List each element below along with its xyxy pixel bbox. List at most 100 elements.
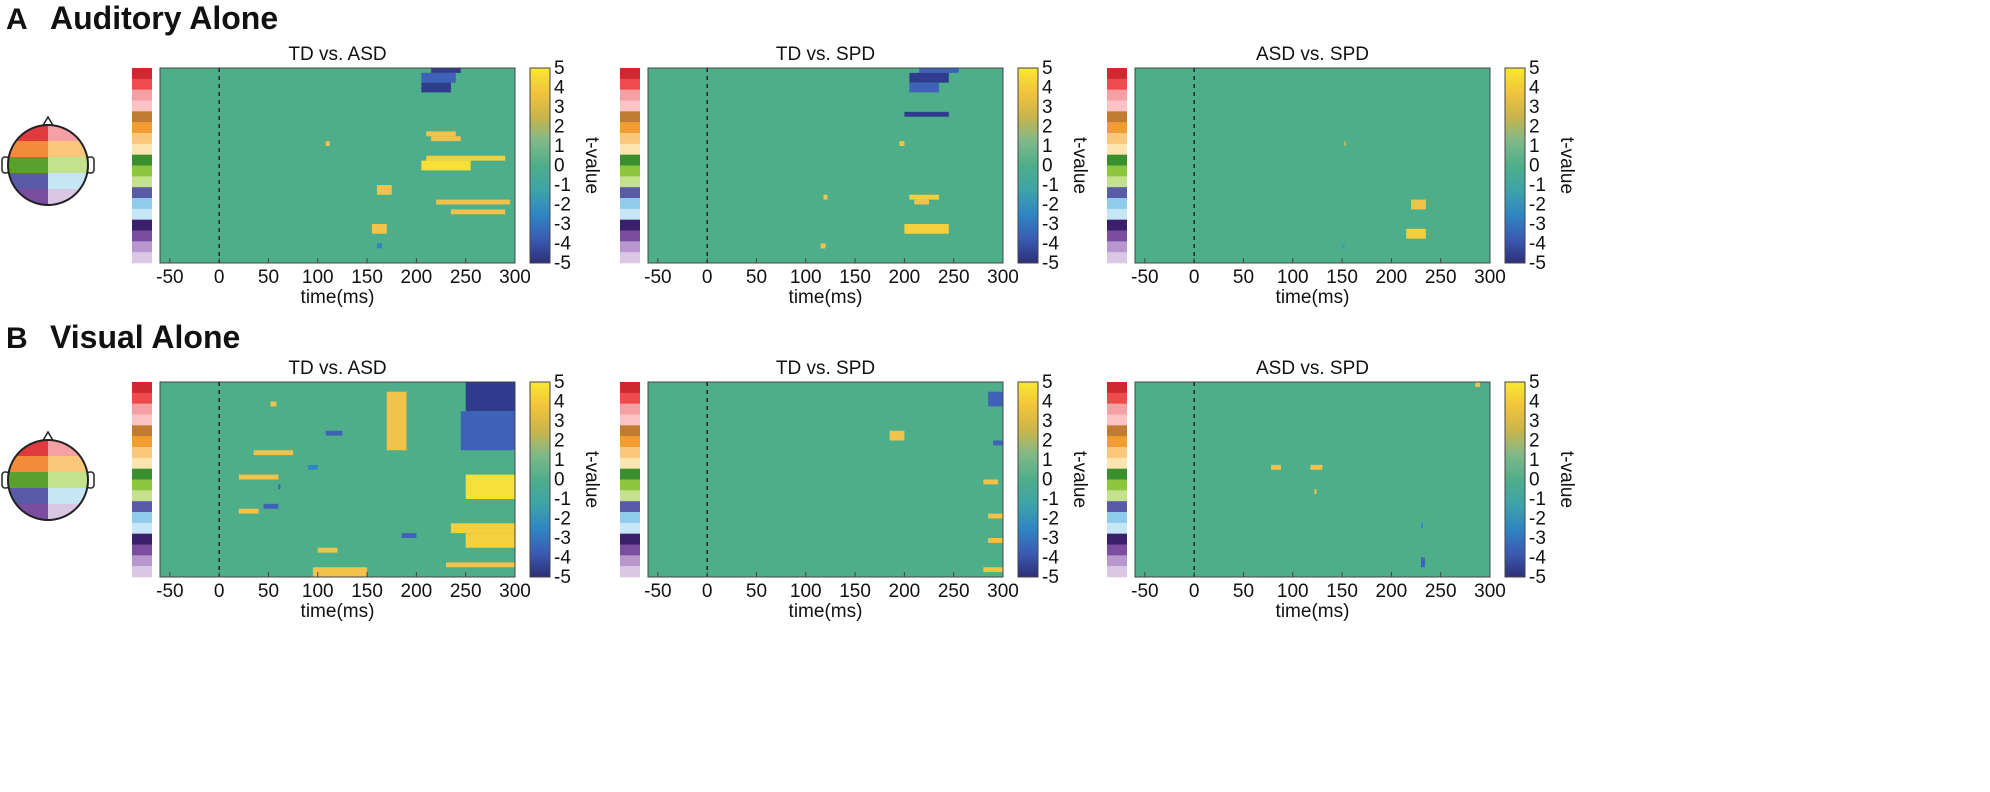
electrode-group-cell <box>132 392 152 404</box>
colorbar <box>529 381 551 578</box>
electrode-group-cell <box>132 154 152 166</box>
significant-cluster <box>376 185 392 195</box>
colorbar <box>1017 381 1039 578</box>
x-tick-label: 150 <box>1326 267 1358 288</box>
electrode-group-cell <box>620 414 640 426</box>
x-axis-label: time(ms) <box>789 287 863 308</box>
panel-title-b: Visual Alone <box>50 319 241 355</box>
heatmap-6: ASD vs. SPD-50 0 50 100 150 200 250 300time(ms)… <box>1107 358 1577 622</box>
colorbar-tick-label: 2 <box>554 431 565 452</box>
heatmap-background <box>648 68 1003 263</box>
colorbar-tick-label: -4 <box>1042 234 1059 255</box>
colorbar-tick-label: -1 <box>1529 175 1546 196</box>
significant-cluster <box>993 440 1003 446</box>
electrode-strip <box>620 68 640 264</box>
x-tick-label: 200 <box>889 581 921 602</box>
x-tick-label: -50 <box>644 267 671 288</box>
electrode-group-cell <box>132 403 152 415</box>
significant-cluster <box>253 450 294 456</box>
x-tick-label: 200 <box>401 267 433 288</box>
electrode-group-cell <box>620 457 640 469</box>
electrode-group-cell <box>620 230 640 242</box>
significant-cluster <box>1411 199 1426 210</box>
electrode-group-cell <box>132 100 152 112</box>
significant-cluster <box>421 160 471 171</box>
electrode-group-cell <box>132 457 152 469</box>
x-tick-label: 100 <box>790 267 822 288</box>
colorbar <box>1504 381 1526 578</box>
significant-cluster <box>238 474 279 480</box>
significant-cluster <box>1475 382 1481 387</box>
electrode-group-cell <box>620 89 640 101</box>
x-tick-label: 300 <box>499 581 531 602</box>
electrode-group-cell <box>1107 382 1127 394</box>
significant-cluster <box>465 533 515 548</box>
x-tick-label: -50 <box>1131 267 1158 288</box>
colorbar-tick-label: 1 <box>554 136 565 157</box>
x-tick-label: 300 <box>499 267 531 288</box>
electrode-group-cell <box>1107 425 1127 437</box>
significant-cluster <box>1342 243 1346 249</box>
electrode-group-cell <box>132 555 152 567</box>
colorbar-tick-label: -2 <box>554 195 571 216</box>
x-tick-label: 250 <box>938 267 970 288</box>
electrode-group-cell <box>1107 544 1127 556</box>
colorbar-tick-label: -3 <box>1529 528 1546 549</box>
colorbar-tick-label: -3 <box>1529 214 1546 235</box>
colorbar-tick-label: 4 <box>1529 392 1540 413</box>
colorbar-tick-label: -2 <box>1529 509 1546 530</box>
head-region-cell <box>48 488 88 505</box>
colorbar-tick-label: 3 <box>1042 411 1053 432</box>
electrode-group-cell <box>1107 436 1127 448</box>
x-tick-label: 150 <box>351 267 383 288</box>
x-tick-label: 300 <box>987 267 1019 288</box>
significant-cluster <box>1314 489 1317 495</box>
x-tick-label: 0 <box>214 267 225 288</box>
colorbar-tick-label: -5 <box>1529 253 1546 274</box>
electrode-group-cell <box>620 68 640 80</box>
electrode-group-cell <box>1107 100 1127 112</box>
plot-frame <box>159 381 516 578</box>
significant-cluster <box>904 111 949 117</box>
x-tick-label: -50 <box>156 267 183 288</box>
significant-cluster <box>450 523 515 534</box>
electrode-group-cell <box>620 187 640 199</box>
electrode-group-cell <box>132 490 152 502</box>
significant-cluster <box>460 411 515 451</box>
electrode-group-cell <box>132 512 152 524</box>
x-tick-label: 200 <box>889 267 921 288</box>
electrode-group-cell <box>1107 111 1127 123</box>
electrode-group-cell <box>620 198 640 210</box>
significant-cluster <box>909 82 939 93</box>
electrode-group-cell <box>1107 457 1127 469</box>
electrode-group-cell <box>1107 533 1127 545</box>
heatmap-1: TD vs. ASD-50 0 50 100 150 200 250 300time(ms)5… <box>132 44 602 308</box>
x-axis-label: time(ms) <box>301 287 375 308</box>
colorbar-tick-label: 0 <box>1529 470 1540 491</box>
colorbar-tick-label: 3 <box>554 411 565 432</box>
significant-cluster <box>1420 523 1423 529</box>
head-region-cell <box>8 189 49 205</box>
colorbar-tick-label: 1 <box>1042 136 1053 157</box>
electrode-group-cell <box>620 252 640 264</box>
x-tick-label: 0 <box>702 267 713 288</box>
x-tick-label: 150 <box>839 267 871 288</box>
significant-cluster <box>1271 464 1281 470</box>
electrode-group-cell <box>1107 133 1127 145</box>
head-region-cell <box>8 488 49 505</box>
colorbar-tick-label: 4 <box>554 392 565 413</box>
significant-cluster <box>426 131 456 137</box>
plot-frame <box>1134 381 1491 578</box>
significant-cluster <box>919 68 959 73</box>
x-tick-label: 250 <box>450 267 482 288</box>
significant-cluster <box>372 224 387 234</box>
plot-frame <box>159 67 516 264</box>
electrode-group-cell <box>620 392 640 404</box>
head-region-cell <box>8 456 49 473</box>
electrode-group-cell <box>132 414 152 426</box>
colorbar-tick-label: 1 <box>1042 450 1053 471</box>
electrode-group-cell <box>132 89 152 101</box>
panel-letter-a: A <box>6 3 28 36</box>
x-tick-label: -50 <box>644 581 671 602</box>
significant-cluster <box>909 72 949 83</box>
